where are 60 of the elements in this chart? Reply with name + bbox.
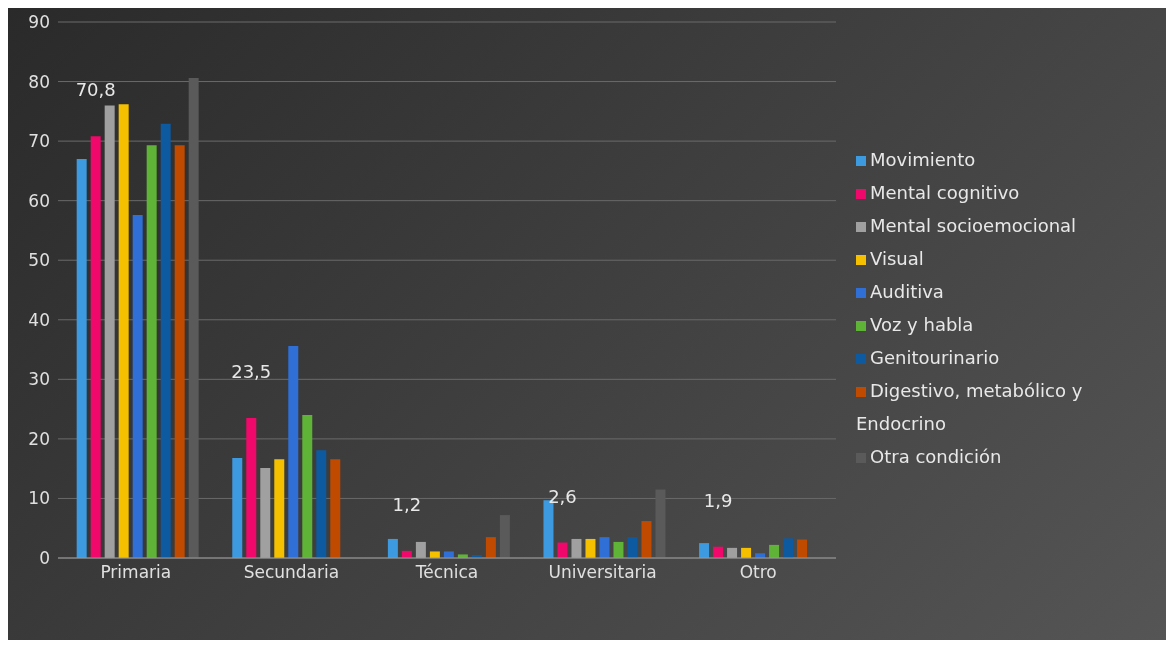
bar	[585, 538, 596, 558]
y-tick-label: 20	[28, 428, 50, 449]
bar	[288, 345, 299, 558]
legend-label: Mental cognitivo	[870, 182, 1020, 203]
bar	[174, 145, 185, 558]
bar	[90, 136, 101, 558]
y-tick-label: 10	[28, 488, 50, 509]
bar	[499, 515, 510, 558]
legend-label: Genitourinario	[870, 347, 1000, 368]
bar	[246, 418, 257, 558]
x-tick-label: Otro	[739, 562, 777, 583]
y-tick-label: 0	[39, 548, 50, 569]
bar	[797, 539, 808, 558]
bar	[330, 459, 341, 558]
bar	[613, 541, 624, 558]
bar	[599, 537, 610, 558]
bar	[232, 457, 243, 558]
data-label: 23,5	[231, 361, 272, 383]
legend-label: Digestivo, metabólico y Endocrino	[856, 380, 1083, 434]
bar	[769, 544, 780, 558]
y-tick-label: 90	[28, 12, 50, 33]
bar	[118, 104, 129, 558]
bar	[699, 543, 710, 558]
bar	[557, 542, 568, 558]
legend-label: Voz y habla	[870, 314, 974, 335]
legend-label: Mental socioemocional	[870, 215, 1077, 236]
x-tick-label: Universitaria	[548, 562, 657, 583]
bar	[387, 538, 398, 558]
legend-label: Auditiva	[870, 281, 944, 302]
legend-label: Movimiento	[870, 149, 976, 170]
data-label: 2,6	[548, 485, 577, 507]
bar	[443, 551, 454, 558]
bar	[302, 415, 313, 558]
x-tick-label: Técnica	[414, 562, 479, 583]
data-label: 70,8	[75, 79, 116, 101]
bar	[146, 145, 157, 558]
bar	[132, 214, 143, 558]
legend-label: Otra condición	[870, 446, 1002, 467]
y-tick-label: 40	[28, 309, 50, 330]
bar	[316, 450, 327, 558]
x-tick-label: Primaria	[100, 562, 172, 583]
data-label: 1,9	[703, 489, 733, 511]
y-tick-label: 80	[28, 71, 50, 92]
y-tick-label: 70	[28, 131, 50, 152]
y-tick-label: 50	[28, 250, 50, 271]
bar	[160, 123, 171, 558]
bar	[627, 537, 638, 558]
y-tick-label: 30	[28, 369, 50, 390]
x-tick-label: Secundaria	[243, 562, 340, 583]
bar	[655, 489, 666, 558]
bar	[485, 537, 496, 558]
bar	[274, 459, 285, 558]
bar	[429, 551, 440, 558]
y-tick-label: 60	[28, 190, 50, 211]
data-label: 1,2	[392, 493, 422, 515]
bar	[188, 77, 199, 558]
bar	[783, 538, 794, 558]
bar	[641, 521, 652, 558]
bar	[76, 158, 87, 558]
legend-label: Visual	[870, 248, 924, 269]
